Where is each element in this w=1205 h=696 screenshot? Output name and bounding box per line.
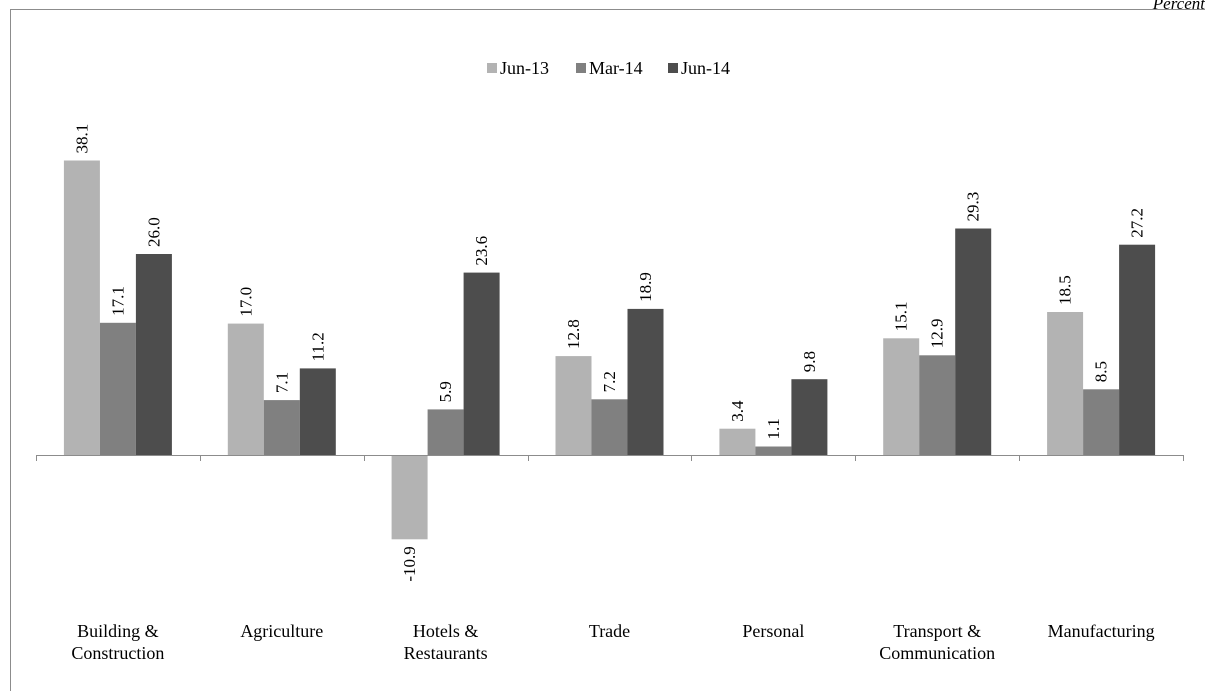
bar <box>955 229 991 456</box>
data-label: 23.6 <box>472 236 491 266</box>
bar <box>300 368 336 455</box>
category-label: Communication <box>879 643 995 663</box>
data-label: 29.3 <box>964 192 983 222</box>
category-label: Agriculture <box>240 621 323 641</box>
data-label: 8.5 <box>1092 361 1111 382</box>
bar <box>428 409 464 455</box>
data-label: 18.5 <box>1056 275 1075 305</box>
category-label: Hotels & <box>413 621 479 641</box>
unit-label: Percent <box>1153 0 1205 14</box>
bar <box>64 161 100 456</box>
data-label: 5.9 <box>436 381 455 402</box>
data-label: 1.1 <box>764 418 783 439</box>
legend-swatch <box>487 63 497 73</box>
data-label: 12.8 <box>564 319 583 349</box>
category-label: Construction <box>71 643 164 663</box>
data-label: 18.9 <box>636 272 655 302</box>
chart-frame <box>11 10 1205 692</box>
data-label: 27.2 <box>1128 208 1147 238</box>
category-label: Personal <box>742 621 804 641</box>
data-label: 7.1 <box>272 372 291 393</box>
category-label: Transport & <box>893 621 981 641</box>
data-label: 17.0 <box>236 287 255 317</box>
bar <box>1119 245 1155 455</box>
data-label: 26.0 <box>144 217 163 247</box>
data-label: 12.9 <box>928 319 947 349</box>
category-label: Restaurants <box>404 643 488 663</box>
data-label: 11.2 <box>308 332 327 361</box>
category-label: Trade <box>589 621 630 641</box>
legend-swatch <box>668 63 678 73</box>
bar <box>136 254 172 455</box>
bar <box>556 356 592 455</box>
legend-label: Mar-14 <box>589 58 643 78</box>
bar <box>100 323 136 455</box>
bar <box>228 324 264 455</box>
bar <box>592 399 628 455</box>
bar <box>883 338 919 455</box>
data-label: 9.8 <box>800 351 819 372</box>
bar <box>1083 389 1119 455</box>
data-label: 15.1 <box>892 302 911 332</box>
category-label: Manufacturing <box>1048 621 1155 641</box>
data-label: 17.1 <box>108 286 127 316</box>
bar <box>1047 312 1083 455</box>
legend-label: Jun-14 <box>681 58 730 78</box>
bar <box>264 400 300 455</box>
bar <box>919 355 955 455</box>
bar <box>719 429 755 455</box>
data-label: -10.9 <box>400 546 419 581</box>
legend-label: Jun-13 <box>500 58 549 78</box>
bar <box>628 309 664 455</box>
data-label: 7.2 <box>600 371 619 392</box>
category-label: Building & <box>77 621 159 641</box>
data-label: 38.1 <box>72 124 91 154</box>
bar <box>755 447 791 456</box>
legend-swatch <box>576 63 586 73</box>
bar <box>392 455 428 539</box>
bar <box>791 379 827 455</box>
bar <box>464 273 500 455</box>
data-label: 3.4 <box>728 400 747 422</box>
